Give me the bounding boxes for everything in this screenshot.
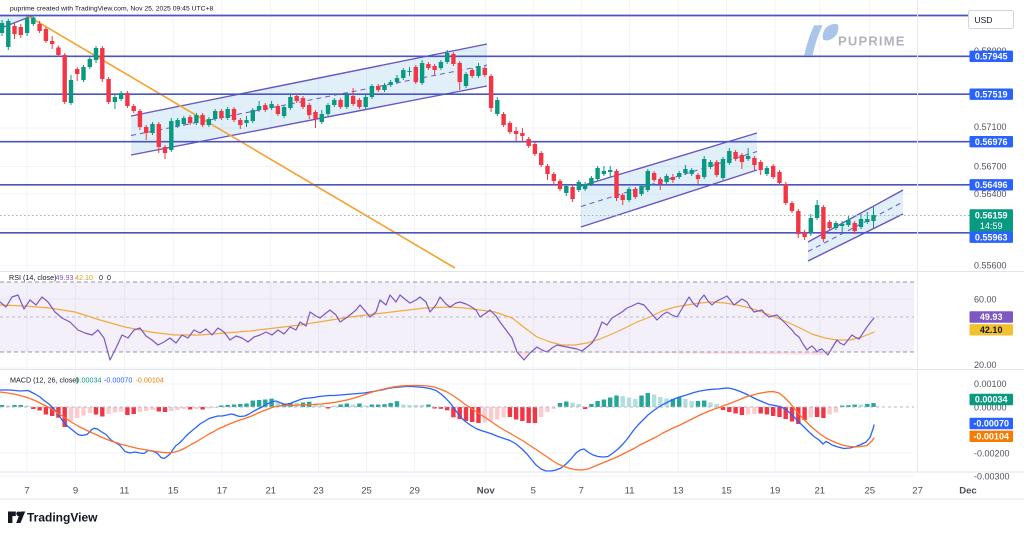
svg-text:25: 25 <box>865 486 876 497</box>
svg-text:49.93: 49.93 <box>56 273 74 282</box>
svg-text:PUPRIME: PUPRIME <box>838 34 906 49</box>
svg-text:MACD (12, 26, close): MACD (12, 26, close) <box>10 376 79 385</box>
svg-text:0.00034: 0.00034 <box>76 376 102 385</box>
svg-text:49.93: 49.93 <box>980 312 1003 322</box>
svg-text:19: 19 <box>770 486 781 497</box>
svg-text:-0.00070: -0.00070 <box>104 376 132 385</box>
svg-text:17: 17 <box>217 486 228 497</box>
svg-text:0: 0 <box>99 273 103 282</box>
svg-text:25: 25 <box>361 486 372 497</box>
svg-text:42.10: 42.10 <box>980 325 1003 335</box>
svg-text:TradingView: TradingView <box>27 511 98 525</box>
svg-text:0.57100: 0.57100 <box>974 122 1007 132</box>
svg-text:0.57519: 0.57519 <box>975 89 1008 99</box>
svg-text:0.56400: 0.56400 <box>974 189 1007 199</box>
svg-text:0.56496: 0.56496 <box>975 180 1008 190</box>
svg-text:15: 15 <box>168 486 179 497</box>
svg-text:0.55963: 0.55963 <box>975 232 1008 242</box>
svg-text:-0.00200: -0.00200 <box>974 449 1010 459</box>
svg-text:20.00: 20.00 <box>974 360 997 370</box>
svg-text:60.00: 60.00 <box>974 295 997 305</box>
svg-text:13: 13 <box>673 486 684 497</box>
svg-text:15: 15 <box>721 486 732 497</box>
svg-text:21: 21 <box>815 486 826 497</box>
svg-text:puprime created with TradingVi: puprime created with TradingView.com, No… <box>10 6 214 13</box>
svg-text:0.00034: 0.00034 <box>975 395 1008 405</box>
svg-text:0.56700: 0.56700 <box>974 162 1007 172</box>
svg-text:Nov: Nov <box>477 486 496 497</box>
svg-text:0.00000: 0.00000 <box>974 403 1007 413</box>
svg-text:0: 0 <box>107 273 111 282</box>
svg-text:0.55600: 0.55600 <box>974 261 1007 271</box>
svg-text:21: 21 <box>266 486 277 497</box>
svg-text:0.56159: 0.56159 <box>975 211 1008 221</box>
svg-text:-0.00104: -0.00104 <box>136 376 164 385</box>
svg-text:7: 7 <box>579 486 584 497</box>
svg-text:11: 11 <box>625 486 635 497</box>
svg-text:Dec: Dec <box>959 486 976 497</box>
svg-text:23: 23 <box>313 486 324 497</box>
svg-text:RSI (14, close): RSI (14, close) <box>9 273 57 282</box>
svg-text:-0.00070: -0.00070 <box>973 419 1009 429</box>
svg-text:7: 7 <box>24 486 29 497</box>
svg-text:11: 11 <box>119 486 129 497</box>
svg-text:-0.00300: -0.00300 <box>974 472 1010 482</box>
svg-text:0.56976: 0.56976 <box>975 137 1008 147</box>
svg-text:5: 5 <box>531 486 536 497</box>
svg-text:29: 29 <box>409 486 420 497</box>
svg-text:0.57945: 0.57945 <box>975 52 1008 62</box>
svg-text:27: 27 <box>912 486 923 497</box>
svg-text:14:59: 14:59 <box>980 221 1003 231</box>
svg-text:USD: USD <box>975 15 993 25</box>
svg-text:9: 9 <box>73 486 78 497</box>
svg-text:0.00100: 0.00100 <box>974 379 1007 389</box>
svg-text:42.10: 42.10 <box>75 273 93 282</box>
svg-text:-0.00104: -0.00104 <box>973 432 1009 442</box>
